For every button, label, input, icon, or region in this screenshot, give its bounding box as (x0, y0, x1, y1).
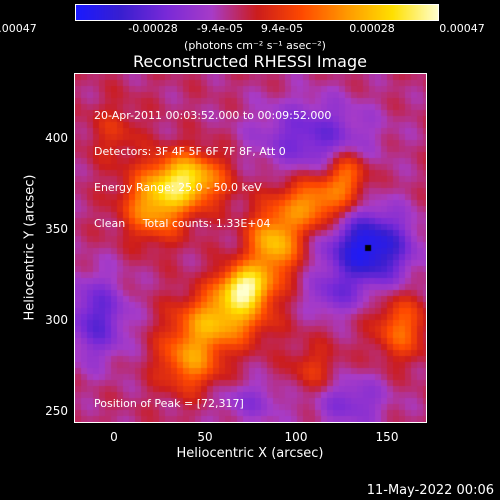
colorbar (75, 4, 439, 21)
x-tick-label: 50 (197, 430, 213, 444)
colorbar-tick-label: -9.4e-05 (196, 22, 244, 35)
y-tick-label: 300 (45, 313, 68, 327)
colorbar-tick-label: 9.4e-05 (260, 22, 304, 35)
colorbar-tick-label: 0.00047 (439, 22, 485, 35)
image-annotation: 20-Apr-2011 00:03:52.000 to 00:09:52.000… (94, 86, 331, 242)
annotation-clean-counts: Clean Total counts: 1.33E+04 (94, 217, 271, 230)
y-tick-label: 250 (45, 404, 68, 418)
colorbar-tick-label: -0.00047 (0, 22, 37, 35)
x-tick-label: 150 (375, 430, 399, 444)
colorbar-tick-label: 0.00028 (349, 22, 395, 35)
x-tick-label: 0 (110, 430, 118, 444)
x-tick-label: 100 (284, 430, 308, 444)
colorbar-unit-label: (photons cm⁻² s⁻¹ asec⁻²) (184, 39, 326, 52)
annotation-time-range: 20-Apr-2011 00:03:52.000 to 00:09:52.000 (94, 109, 332, 122)
annotation-detectors: Detectors: 3F 4F 5F 6F 7F 8F, Att 0 (94, 145, 286, 158)
peak-position-label: Position of Peak = [72,317] (94, 397, 244, 410)
y-tick-label: 400 (45, 131, 68, 145)
chart-title: Reconstructed RHESSI Image (133, 52, 367, 71)
y-axis-label: Heliocentric Y (arcsec) (22, 174, 38, 321)
y-tick-label: 350 (45, 222, 68, 236)
annotation-energy-range: Energy Range: 25.0 - 50.0 keV (94, 181, 262, 194)
plot-area (74, 73, 427, 423)
timestamp: 11-May-2022 00:06 (366, 483, 494, 498)
colorbar-tick-label: -0.00028 (128, 22, 178, 35)
x-axis-label: Heliocentric X (arcsec) (176, 446, 324, 461)
heatmap-image (75, 74, 426, 422)
